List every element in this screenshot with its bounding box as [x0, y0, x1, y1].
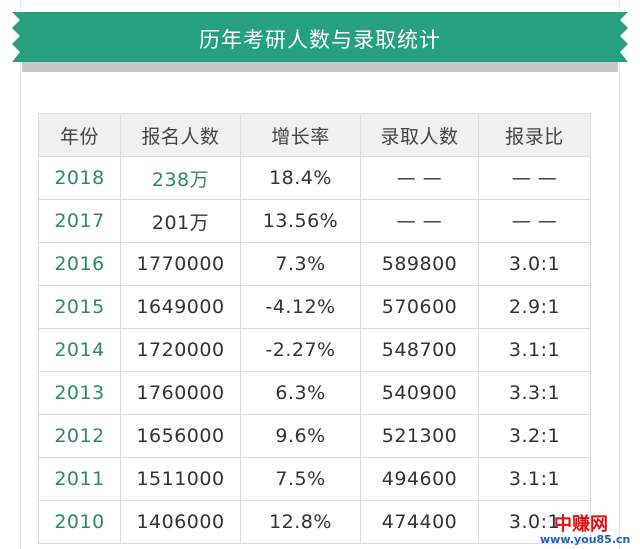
table-cell: 3.0:1 [478, 242, 591, 286]
table-cell: 2015 [38, 285, 121, 329]
table-cell: 2016 [38, 242, 121, 286]
table-cell: — — [360, 199, 479, 243]
table-cell: 7.5% [240, 457, 361, 501]
table-cell: — — [478, 156, 591, 200]
table-cell: 2011 [38, 457, 121, 501]
table-cell: 2.9:1 [478, 285, 591, 329]
watermark-name: 中赚网 [554, 514, 608, 535]
table-row: 2018 238万 18.4% — — — — [38, 156, 591, 200]
title: 历年考研人数与录取统计 [199, 28, 441, 52]
table-row: 2014 1720000 -2.27% 548700 3.1:1 [38, 328, 591, 372]
data-table: 年份 报名人数 增长率 录取人数 报录比 2018 238万 18.4% — — — —2017… [38, 113, 591, 544]
table-cell: 18.4% [240, 156, 361, 200]
table-cell: 7.3% [240, 242, 361, 286]
table-cell: 201万 [120, 199, 241, 243]
column-header: 录取人数 [360, 113, 479, 157]
table-cell: 2018 [38, 156, 121, 200]
table-cell: 1649000 [120, 285, 241, 329]
column-header: 年份 [38, 113, 121, 157]
table-cell: 1770000 [120, 242, 241, 286]
table-cell: 548700 [360, 328, 479, 372]
table-row: 2013 1760000 6.3% 540900 3.3:1 [38, 371, 591, 415]
table-cell: 2012 [38, 414, 121, 458]
table-cell: 1656000 [120, 414, 241, 458]
table-cell: 1511000 [120, 457, 241, 501]
table-cell: 13.56% [240, 199, 361, 243]
table-cell: 2010 [38, 500, 121, 544]
table-cell: 3.2:1 [478, 414, 591, 458]
table-row: 2011 1511000 7.5% 494600 3.1:1 [38, 457, 591, 501]
table-cell: 521300 [360, 414, 479, 458]
table-cell: 3.1:1 [478, 457, 591, 501]
table-cell: 9.6% [240, 414, 361, 458]
table-row: 2015 1649000 -4.12% 570600 2.9:1 [38, 285, 591, 329]
table-cell: 540900 [360, 371, 479, 415]
watermark-url: www.you85.cn [540, 533, 631, 546]
table-cell: 1406000 [120, 500, 241, 544]
table-cell: 589800 [360, 242, 479, 286]
table-cell: 2013 [38, 371, 121, 415]
table-cell: 3.0:1 [478, 500, 591, 544]
table-cell: 494600 [360, 457, 479, 501]
table-cell: 474400 [360, 500, 479, 544]
table-cell: 3.1:1 [478, 328, 591, 372]
table-cell: -2.27% [240, 328, 361, 372]
table-cell: 3.3:1 [478, 371, 591, 415]
banner-ribbon [12, 12, 628, 62]
table-body: 2018 238万 18.4% — — — —2017 201万 13.56% — — — —2… [38, 156, 591, 544]
column-header: 报录比 [478, 113, 591, 157]
table-cell: 1720000 [120, 328, 241, 372]
table-cell: 570600 [360, 285, 479, 329]
table-cell: — — [360, 156, 479, 200]
table-cell: 2017 [38, 199, 121, 243]
table-cell: — — [478, 199, 591, 243]
column-header: 报名人数 [120, 113, 241, 157]
table-row: 2017 201万 13.56% — — — — [38, 199, 591, 243]
table-row: 2010 1406000 12.8% 474400 3.0:1 [38, 500, 591, 544]
table-row: 2016 1770000 7.3% 589800 3.0:1 [38, 242, 591, 286]
table-cell: 238万 [120, 156, 241, 200]
banner-shadow [22, 62, 618, 72]
frame [20, 0, 620, 549]
table-cell: 1760000 [120, 371, 241, 415]
table-cell: -4.12% [240, 285, 361, 329]
banner [12, 12, 628, 72]
table-cell: 2014 [38, 328, 121, 372]
column-header: 增长率 [240, 113, 361, 157]
table-cell: 6.3% [240, 371, 361, 415]
header-row: 年份 报名人数 增长率 录取人数 报录比 [38, 113, 591, 157]
table-cell: 12.8% [240, 500, 361, 544]
table-row: 2012 1656000 9.6% 521300 3.2:1 [38, 414, 591, 458]
